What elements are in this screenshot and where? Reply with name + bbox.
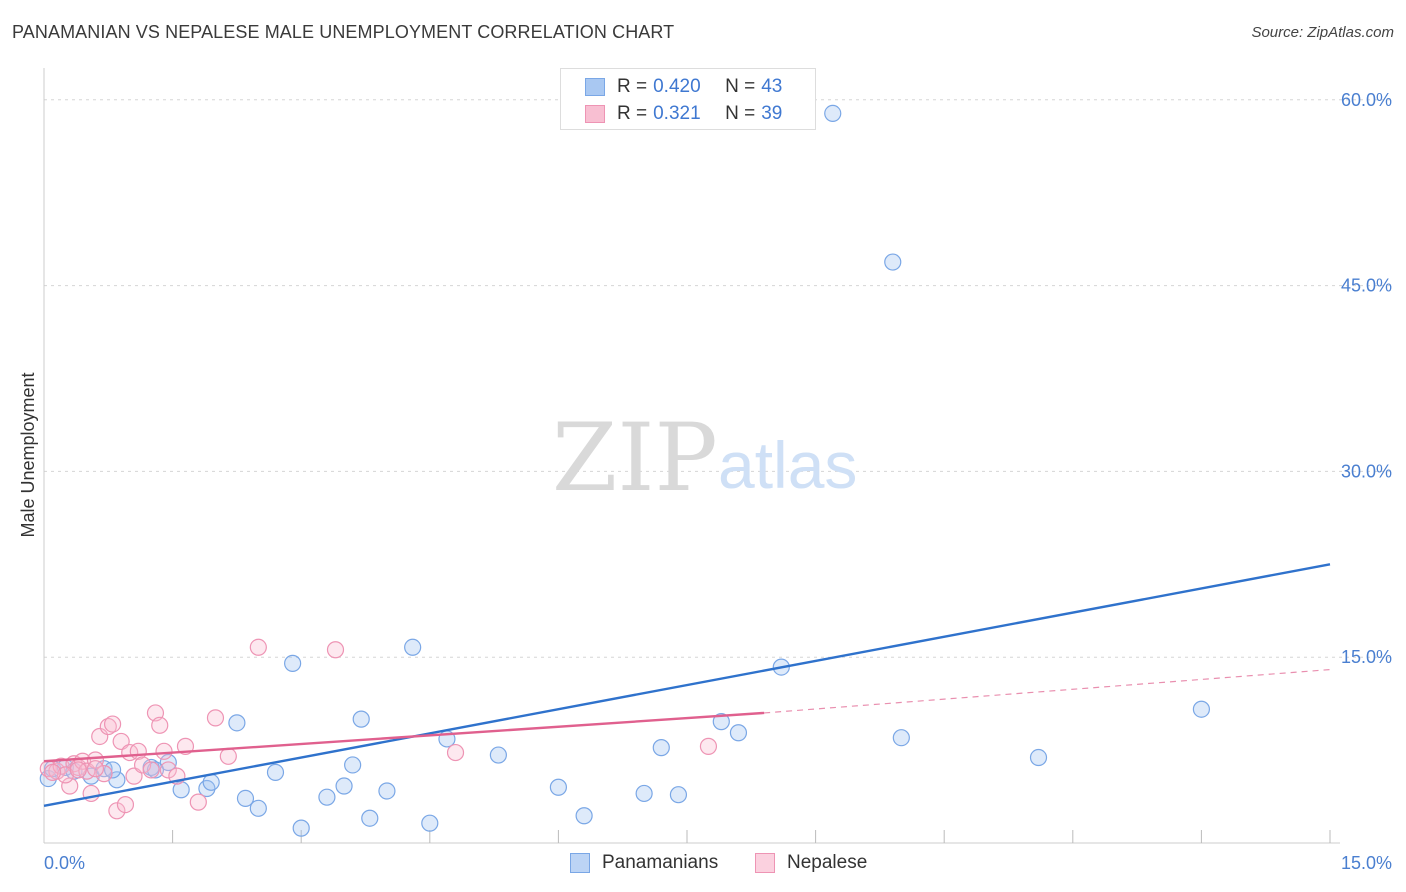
correlation-legend: R = 0.420 N = 43 R = 0.321 N = 39 [560, 68, 816, 130]
source-label: Source: ZipAtlas.com [1251, 24, 1394, 41]
data-point [95, 765, 113, 783]
data-point [404, 638, 422, 656]
data-point [712, 713, 730, 731]
data-points [39, 104, 1211, 837]
data-point [361, 809, 379, 827]
data-point [266, 763, 285, 781]
gridlines [44, 99, 1390, 658]
legend-swatch-panamanians [570, 853, 590, 873]
data-point [103, 715, 122, 733]
data-point [151, 716, 169, 734]
data-point [43, 763, 62, 781]
data-point [326, 641, 345, 659]
n-label: N = [725, 76, 756, 97]
x-tick-label: 15.0% [1341, 853, 1392, 873]
data-point [892, 729, 910, 747]
data-point [228, 714, 246, 732]
legend-swatch-pink [585, 105, 605, 123]
data-point [292, 819, 310, 837]
legend-label-panamanians: Panamanians [602, 852, 719, 873]
data-point [1029, 748, 1048, 767]
legend-item-panamanians: Panamanians [570, 852, 718, 874]
series-nepalese [39, 638, 718, 820]
data-point [824, 104, 842, 123]
data-point [344, 756, 362, 774]
watermark-atlas: atlas [718, 428, 857, 502]
data-point [69, 761, 87, 779]
data-point [189, 793, 207, 811]
legend-swatch-blue [585, 78, 605, 96]
data-point [206, 709, 225, 727]
data-point [142, 761, 160, 779]
data-point [86, 760, 105, 778]
n-label: N = [725, 103, 756, 124]
data-point [172, 781, 190, 799]
trend-line-panamanians [43, 563, 1331, 808]
data-point [159, 761, 177, 779]
y-axis-label: Male Unemployment [18, 372, 38, 537]
data-point [52, 757, 70, 775]
legend-item-nepalese: Nepalese [755, 852, 867, 874]
data-point [635, 784, 653, 803]
axes [43, 68, 1340, 844]
watermark-zip: ZIP [552, 404, 718, 513]
r-value: 0.420 [653, 76, 701, 97]
trend-extension-nepalese [764, 668, 1331, 714]
data-point [155, 742, 173, 760]
legend-swatch-nepalese [755, 853, 775, 873]
data-point [236, 789, 255, 808]
data-point [378, 782, 396, 800]
x-tick-label: 0.0% [44, 853, 85, 873]
data-point [575, 807, 593, 825]
data-point [699, 737, 718, 755]
data-point [352, 710, 370, 728]
data-point [133, 756, 152, 774]
data-point [219, 747, 237, 765]
data-point [284, 654, 302, 672]
data-point [1192, 700, 1211, 718]
r-value: 0.321 [653, 103, 701, 124]
data-point [146, 761, 165, 779]
data-point [669, 786, 688, 804]
data-point [108, 802, 126, 820]
data-point [116, 795, 135, 814]
data-point [56, 766, 75, 784]
watermark: ZIP atlas [552, 404, 857, 513]
n-value: 39 [761, 103, 783, 124]
legend-label-nepalese: Nepalese [787, 852, 868, 873]
trend-line-nepalese [43, 711, 765, 763]
data-point [549, 778, 568, 796]
data-point [249, 799, 267, 817]
r-label: R = [617, 76, 648, 97]
legend-row-panamanians: R = 0.420 N = 43 [585, 75, 782, 99]
data-point [318, 788, 336, 806]
y-tick-label: 45.0% [1341, 276, 1392, 296]
data-point [729, 724, 748, 742]
data-point [489, 746, 507, 764]
legend-row-nepalese: R = 0.321 N = 39 [585, 102, 782, 126]
y-tick-label: 15.0% [1341, 647, 1392, 667]
tick-labels: 15.0% 30.0% 45.0% 60.0% 0.0% 15.0% [44, 90, 1392, 873]
data-point [61, 777, 79, 795]
chart-title: PANAMANIAN VS NEPALESE MALE UNEMPLOYMENT… [12, 22, 675, 42]
data-point [446, 743, 465, 762]
y-tick-label: 30.0% [1341, 461, 1392, 481]
data-point [421, 814, 439, 832]
data-point [884, 253, 902, 271]
data-point [86, 751, 105, 769]
data-point [103, 761, 122, 779]
r-label: R = [617, 103, 648, 124]
y-tick-label: 60.0% [1341, 90, 1392, 110]
data-point [335, 777, 353, 795]
n-value: 43 [761, 76, 783, 97]
trend-lines [43, 563, 1331, 808]
data-point [652, 739, 670, 757]
data-point [249, 638, 267, 656]
